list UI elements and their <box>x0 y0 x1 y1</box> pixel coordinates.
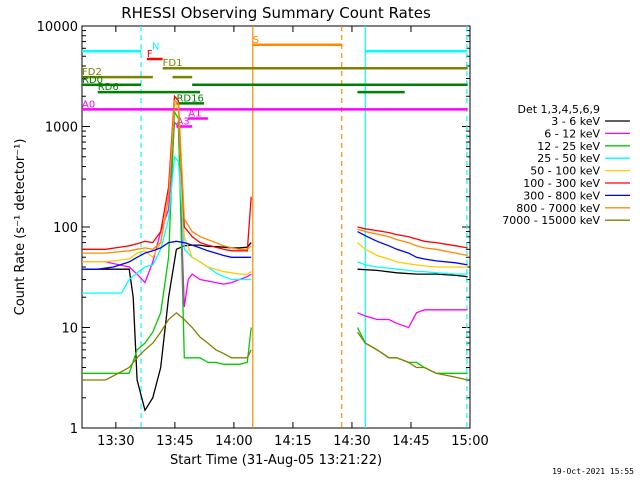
series-line <box>357 309 468 329</box>
x-tick-label: 13:30 <box>97 434 134 449</box>
series-line <box>357 226 468 249</box>
series-line <box>357 261 468 275</box>
legend-label: 6 - 12 keV <box>544 127 600 140</box>
series-line <box>82 109 252 374</box>
series-line <box>356 331 468 381</box>
series-line <box>357 268 468 278</box>
chart-title: RHESSI Observing Summary Count Rates <box>121 4 431 22</box>
legend-label: 100 - 300 keV <box>523 177 600 190</box>
series-line <box>357 231 468 266</box>
y-tick-label: 1000 <box>45 121 78 136</box>
y-tick-label: 10 <box>61 322 78 337</box>
series-line <box>357 228 468 257</box>
x-tick-label: 14:45 <box>392 434 429 449</box>
series-line <box>82 155 252 294</box>
series-line <box>82 99 252 254</box>
x-tick-label: 13:45 <box>156 434 193 449</box>
legend-label: 25 - 50 keV <box>537 152 600 165</box>
series-line <box>82 311 252 381</box>
legend-label: 12 - 25 keV <box>537 140 600 153</box>
legend-label: 800 - 7000 keV <box>516 202 600 215</box>
y-tick-label: 100 <box>53 221 78 236</box>
state-label: FD1 <box>163 58 183 69</box>
state-label: FD2 <box>82 67 102 78</box>
legend-label: 50 - 100 keV <box>530 165 600 178</box>
series-line <box>82 120 252 308</box>
legend-title: Det 1,3,4,5,6,9 <box>517 103 600 116</box>
footer-date: 19-Oct-2021 15:55 <box>552 467 634 476</box>
x-tick-label: 15:00 <box>451 434 488 449</box>
y-tick-label: 1 <box>70 422 78 437</box>
state-label: S <box>253 35 259 46</box>
y-tick-label: 10000 <box>37 20 78 35</box>
series-line <box>356 327 468 374</box>
series-line <box>357 242 468 268</box>
state-label: RD6 <box>98 82 119 93</box>
series-line <box>82 240 252 270</box>
legend-label: 7000 - 15000 keV <box>502 214 600 227</box>
x-axis-label: Start Time (31-Aug-05 13:21:22) <box>170 453 382 468</box>
state-label: A1 <box>188 109 201 120</box>
state-label: RD16 <box>176 93 203 104</box>
x-tick-label: 14:15 <box>274 434 311 449</box>
state-label: N <box>152 41 159 52</box>
x-tick-label: 14:00 <box>215 434 252 449</box>
state-label: F <box>147 49 153 60</box>
state-label: A0 <box>82 99 95 110</box>
legend-label: 300 - 800 keV <box>523 189 600 202</box>
y-axis-label: Count Rate (s⁻¹ detector⁻¹) <box>13 139 28 316</box>
x-tick-label: 14:30 <box>333 434 370 449</box>
plot-frame <box>81 25 471 429</box>
state-label: A3 <box>176 117 189 128</box>
legend-label: 3 - 6 keV <box>551 115 600 128</box>
state-label: RD0 <box>82 75 103 86</box>
